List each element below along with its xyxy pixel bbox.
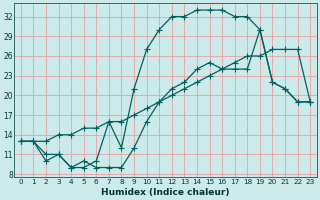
X-axis label: Humidex (Indice chaleur): Humidex (Indice chaleur) [101, 188, 230, 197]
